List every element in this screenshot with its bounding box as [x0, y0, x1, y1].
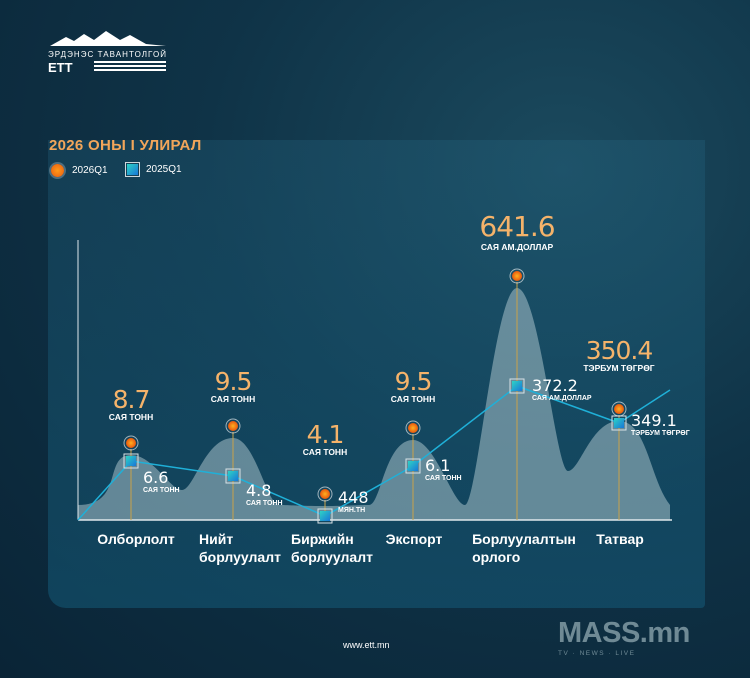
point-2026q1: [320, 489, 330, 499]
category-label-line: орлого: [472, 549, 521, 565]
mass-watermark: MASS.mn TV · NEWS · LIVE: [558, 618, 690, 658]
point-frame: [405, 458, 421, 474]
value-unit: САЯ ТОНН: [302, 447, 348, 457]
value-number: 9.5: [214, 367, 253, 396]
value-unit: ТЭРБУМ ТӨГРӨГ: [631, 430, 690, 437]
point-ring: [317, 486, 333, 502]
value-unit: МЯН.ТН: [338, 507, 366, 514]
svg-text:ЕТТ: ЕТТ: [48, 60, 73, 75]
legend-item-2025: 2025Q1: [125, 162, 182, 177]
value-number: 8.7: [112, 385, 151, 414]
point-frame: [611, 415, 627, 431]
legend-label: 2025Q1: [146, 164, 182, 175]
value-label-2025q1: 448 МЯН.ТН: [338, 490, 369, 515]
point-2025q1: [126, 456, 136, 466]
value-unit: САЯ ТОНН: [108, 412, 154, 422]
value-label-2025q1: 6.1 САЯ ТОНН: [425, 458, 462, 483]
point-2026q1: [512, 271, 522, 281]
category-label: Биржийн борлуулалт: [291, 530, 373, 566]
circle-marker-icon: [51, 164, 64, 177]
category-label-line: борлуулалт: [291, 549, 373, 565]
value-label-2026q1: 641.6 САЯ АМ.ДОЛЛАР: [479, 210, 555, 253]
point-frame: [509, 378, 525, 394]
value-number: 6.1: [425, 456, 451, 475]
value-number: 6.6: [143, 468, 169, 487]
value-label-2026q1: 4.1 САЯ ТОНН: [303, 422, 347, 457]
value-number: 641.6: [479, 210, 555, 243]
value-unit: САЯ ТОНН: [143, 487, 180, 494]
chart-title: 2026 ОНЫ I УЛИРАЛ: [49, 137, 202, 154]
value-number: 9.5: [394, 367, 433, 396]
value-unit: САЯ ТОНН: [425, 475, 462, 482]
value-label-2026q1: 350.4 ТЭРБУМ ТӨГРӨГ: [583, 338, 654, 373]
point-ring: [509, 268, 525, 284]
point-2026q1: [126, 438, 136, 448]
legend-item-2026: 2026Q1: [51, 164, 108, 177]
value-number: 4.8: [246, 481, 272, 500]
point-frame: [225, 468, 241, 484]
value-number: 372.2: [532, 376, 578, 395]
point-ring: [405, 420, 421, 436]
value-number: 349.1: [631, 411, 677, 430]
point-2025q1: [320, 511, 330, 521]
point-2026q1: [614, 404, 624, 414]
category-label: Экспорт: [385, 531, 443, 547]
point-2025q1: [614, 418, 624, 428]
value-label-2026q1: 8.7 САЯ ТОНН: [109, 387, 153, 422]
area-hills: [78, 288, 670, 520]
value-label-2026q1: 9.5 САЯ ТОНН: [211, 369, 255, 404]
point-frame: [317, 508, 333, 524]
point-2026q1: [228, 421, 238, 431]
category-label: Олборлолт: [97, 531, 175, 547]
category-label-line: Биржийн: [291, 531, 354, 547]
chart-panel: [48, 140, 705, 608]
value-unit: САЯ АМ.ДОЛЛАР: [532, 395, 592, 402]
website-link[interactable]: www.ett.mn: [343, 640, 390, 650]
point-2026q1: [408, 423, 418, 433]
value-unit: САЯ ТОНН: [390, 394, 436, 404]
series-2025q1-line: [77, 385, 671, 521]
point-2025q1: [408, 461, 418, 471]
value-number: 448: [338, 488, 369, 507]
point-2025q1: [512, 381, 522, 391]
value-number: 350.4: [585, 336, 654, 365]
value-label-2025q1: 4.8 САЯ ТОНН: [246, 483, 283, 508]
value-unit: ТЭРБУМ ТӨГРӨГ: [583, 363, 655, 373]
watermark-tagline: TV · NEWS · LIVE: [558, 650, 636, 657]
value-unit: САЯ ТОНН: [210, 394, 256, 404]
point-ring: [225, 418, 241, 434]
category-label: Борлуулалтын орлого: [472, 530, 576, 566]
value-number: 4.1: [306, 420, 345, 449]
category-label: Татвар: [596, 531, 644, 547]
value-label-2026q1: 9.5 САЯ ТОНН: [391, 369, 435, 404]
svg-text:ЭРДЭНЭС ТАВАНТОЛГОЙ: ЭРДЭНЭС ТАВАНТОЛГОЙ: [48, 50, 166, 59]
value-unit: САЯ АМ.ДОЛЛАР: [480, 242, 554, 252]
legend-label: 2026Q1: [72, 165, 108, 176]
value-label-2025q1: 372.2 САЯ АМ.ДОЛЛАР: [532, 378, 592, 403]
point-2025q1: [228, 471, 238, 481]
ett-logo: ЭРДЭНЭС ТАВАНТОЛГОЙ ЕТТ: [48, 31, 166, 75]
category-label-line: Борлуулалтын: [472, 531, 576, 547]
square-marker-icon: [125, 162, 140, 177]
watermark-text: MASS.mn: [558, 617, 690, 649]
value-label-2025q1: 349.1 ТЭРБУМ ТӨГРӨГ: [631, 413, 690, 438]
value-unit: САЯ ТОНН: [246, 500, 283, 507]
category-label-line: Нийт: [199, 531, 234, 547]
point-frame: [123, 453, 139, 469]
point-ring: [123, 435, 139, 451]
value-label-2025q1: 6.6 САЯ ТОНН: [143, 470, 180, 495]
category-label-line: борлуулалт: [199, 549, 281, 565]
category-label: Нийт борлуулалт: [199, 530, 281, 566]
